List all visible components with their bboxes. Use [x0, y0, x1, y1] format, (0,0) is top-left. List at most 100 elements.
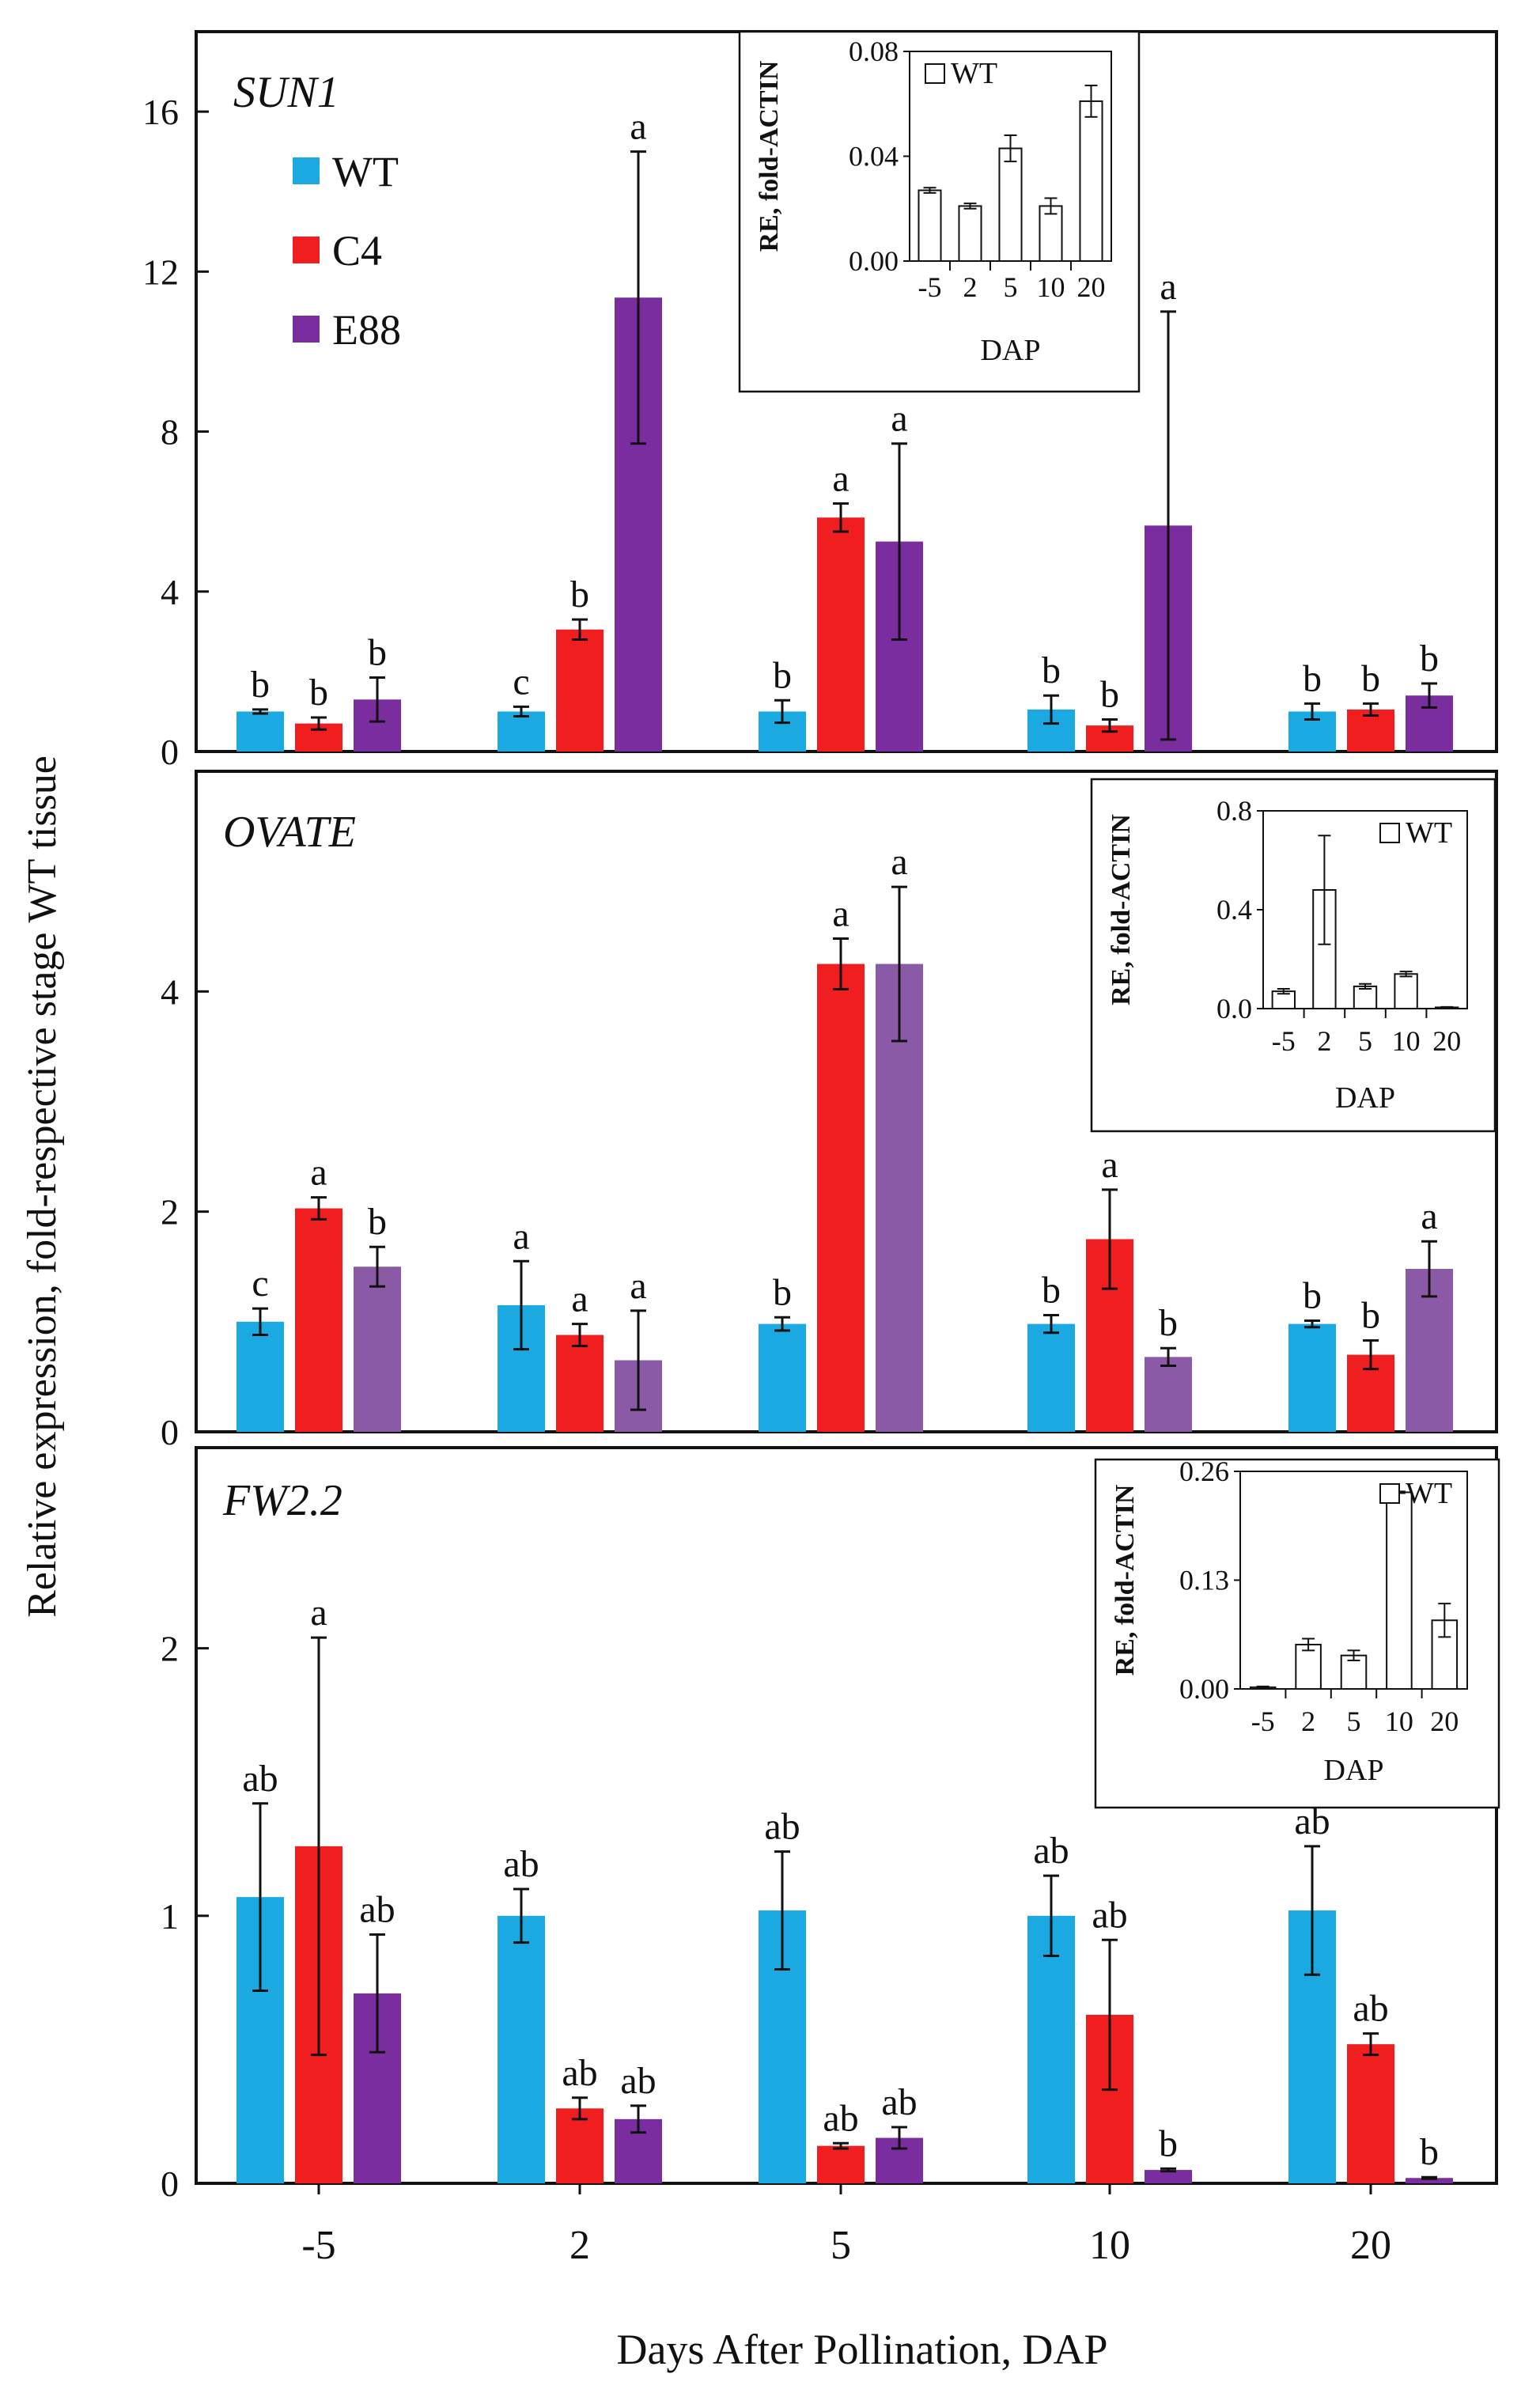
significance-letter: a — [832, 893, 849, 935]
error-bar — [252, 708, 268, 715]
inset-x-tick-label: 20 — [1432, 1025, 1461, 1057]
inset-error-bar — [1347, 1649, 1360, 1662]
inset-y-label: RE, fold-ACTIN — [1107, 814, 1136, 1005]
bar-c4-2 — [556, 629, 604, 752]
error-bar — [252, 1307, 268, 1337]
error-bar — [630, 150, 646, 445]
inset-x-tick-label: 20 — [1077, 271, 1106, 303]
inset-x-tick-label: 5 — [1358, 1025, 1372, 1057]
error-bar — [369, 676, 385, 723]
inset-x-label: DAP — [1335, 1081, 1395, 1115]
inset-x-tick-label: -5 — [1251, 1706, 1275, 1737]
bar-c4-5 — [295, 1208, 342, 1432]
error-bar — [1043, 694, 1059, 725]
error-bar — [572, 2096, 588, 2121]
inset-fw2-2: 0.00 0.13 0.26 -5 2 5 10 20 DAP RE, fold-ACTIN WT — [1094, 1456, 1500, 1809]
inset-error-bar — [1399, 971, 1413, 978]
significance-letter: a — [310, 1592, 327, 1634]
significance-letter: b — [1361, 657, 1380, 699]
error-bar — [252, 1802, 268, 1993]
inset-error-bar — [963, 203, 977, 210]
inset-x-label: DAP — [980, 334, 1040, 367]
error-bar — [1304, 1319, 1320, 1329]
error-bar — [891, 885, 907, 1043]
error-bar — [1160, 1346, 1176, 1367]
significance-letter: ab — [823, 2097, 858, 2139]
inset-bar-5 — [918, 189, 942, 262]
y-tick-label: 0 — [161, 2164, 179, 2204]
y-tick-label: 4 — [161, 572, 179, 612]
inset-x-tick-label: 10 — [1385, 1706, 1413, 1737]
legend-label-c4: C4 — [332, 227, 382, 274]
inset-legend-swatch — [1379, 823, 1400, 843]
error-bar — [1363, 2032, 1379, 2057]
inset-ovate: 0.0 0.4 0.8 -5 2 5 10 20 DAP RE, fold-ACTIN WT — [1090, 778, 1496, 1133]
inset-error-bar — [1004, 134, 1017, 163]
x-tick-label: -5 — [301, 2223, 335, 2268]
inset-x-tick-label: 10 — [1037, 271, 1065, 303]
inset-x-tick-label: 2 — [1317, 1025, 1331, 1057]
inset-y-tick-label: 0.26 — [1179, 1456, 1229, 1487]
inset-error-bar — [1256, 1685, 1269, 1689]
inset-bar-5 — [1353, 985, 1378, 1009]
significance-letter: b — [1159, 1302, 1178, 1344]
significance-letter: b — [1303, 1274, 1322, 1316]
inset-error-bar — [1318, 835, 1331, 945]
inset-error-bar — [1084, 85, 1098, 118]
inset-legend-swatch — [925, 63, 945, 84]
x-tick-labels: -5 2 5 10 20 — [301, 2183, 1391, 2268]
inset-error-bar — [923, 187, 936, 194]
inset-y-label: RE, fold-ACTIN — [755, 60, 784, 252]
inset-bar-2 — [1295, 1643, 1322, 1690]
inset-y-label: RE, fold-ACTIN — [1111, 1484, 1140, 1675]
x-tick-label: 2 — [569, 2223, 590, 2268]
bar-wt-5 — [759, 1323, 806, 1432]
inset-y-tick-label: 0.04 — [849, 141, 899, 172]
inset-legend-label: WT — [951, 57, 997, 90]
error-bar — [572, 618, 588, 641]
error-bar — [1421, 2175, 1437, 2180]
bar-wt-5 — [236, 1321, 284, 1432]
bar-c4-2 — [556, 1335, 604, 1432]
significance-letter: b — [1100, 674, 1119, 716]
significance-letter: a — [513, 1215, 529, 1257]
significance-letter: b — [773, 654, 792, 696]
error-bar — [513, 1259, 529, 1351]
y-tick-label: 2 — [161, 1192, 179, 1232]
inset-x-tick-label: 10 — [1392, 1025, 1421, 1057]
error-bar — [1102, 1188, 1118, 1290]
significance-letter: a — [1160, 266, 1176, 308]
y-tick-label: 8 — [161, 412, 179, 452]
significance-letter: a — [891, 841, 907, 883]
y-tick-label: 1 — [161, 1896, 179, 1937]
error-bar — [1102, 1938, 1118, 2092]
bar-c4-5 — [817, 2145, 865, 2183]
error-bar — [369, 1933, 385, 2054]
panel-title-ovate: OVATE — [223, 808, 356, 857]
inset-y-tick-label: 0.00 — [1179, 1673, 1229, 1705]
significance-letter: c — [513, 661, 529, 702]
inset-x-tick-label: 20 — [1430, 1706, 1459, 1737]
significance-letter: a — [891, 398, 907, 440]
error-bar — [369, 1245, 385, 1288]
y-tick-label: 0 — [161, 1412, 179, 1452]
inset-y-tick-label: 0.13 — [1179, 1565, 1229, 1596]
inset-sun1: 0.00 0.04 0.08 -5 2 5 10 20 DAP RE, fold-ACTIN WT — [738, 30, 1141, 393]
legend-swatch-e88 — [293, 316, 320, 343]
bar-wt-2 — [498, 711, 545, 752]
error-bar — [311, 716, 327, 731]
significance-letter: a — [1421, 1195, 1437, 1237]
significance-letter: ab — [881, 2081, 917, 2123]
legend-swatch-wt — [293, 157, 320, 184]
inset-y-tick-label: 0.08 — [849, 36, 899, 67]
significance-letter: a — [832, 458, 849, 500]
legend-label-e88: E88 — [332, 306, 401, 354]
significance-letter: ab — [620, 2060, 656, 2102]
significance-letter: b — [368, 1201, 387, 1243]
bar-c4-5 — [817, 517, 865, 752]
significance-letter: ab — [242, 1758, 278, 1800]
panel-title-sun1: SUN1 — [233, 68, 339, 117]
